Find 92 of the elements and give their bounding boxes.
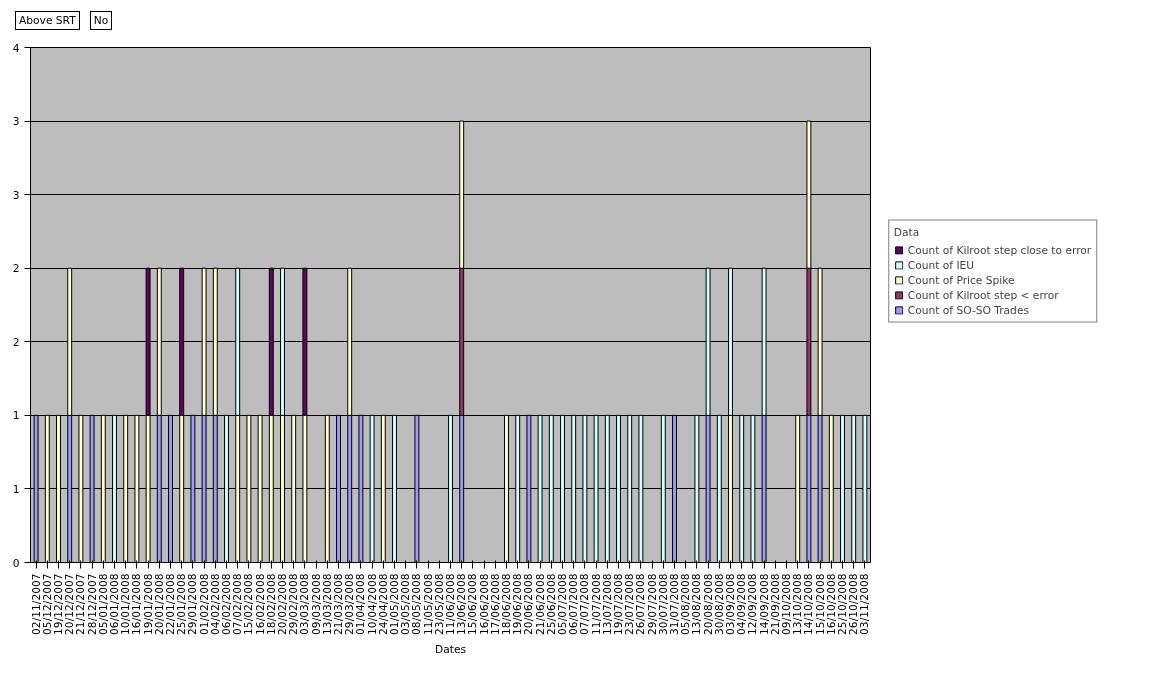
x-tick-label: 03/05/2008 (399, 573, 413, 636)
x-tick-label: 19/06/2008 (511, 573, 525, 636)
x-tick-label: 20/02/2008 (276, 573, 289, 636)
x-tick-label: 11/06/2008 (444, 573, 457, 636)
x-tick-label: 07/02/2008 (231, 573, 245, 636)
x-tick-label: 18/02/2008 (264, 573, 278, 636)
x-tick-label: 26/07/2008 (634, 573, 648, 636)
x-tick-label: 01/05/2008 (388, 573, 401, 636)
x-tick-label: 28/12/2007 (85, 573, 99, 636)
y-tick-label: 2 (12, 336, 20, 350)
x-tick-label: 25/01/2008 (175, 573, 189, 636)
x-tick-label: 30/07/2008 (656, 573, 670, 636)
legend-label: Count of Kilroot step < error (907, 288, 1059, 302)
x-tick-label: 26/10/2008 (847, 573, 861, 636)
x-tick-label: 16/10/2008 (824, 573, 838, 636)
y-tick-label: 3 (12, 115, 20, 129)
x-tick-label: 06/07/2008 (567, 573, 581, 636)
x-tick-label: 01/04/2008 (354, 573, 368, 636)
x-tick-label: 14/09/2008 (757, 573, 771, 636)
x-tick-label: 04/02/2008 (208, 573, 222, 636)
x-tick-label: 14/10/2008 (802, 573, 816, 636)
x-tick-label: 06/02/2008 (220, 573, 233, 636)
x-tick-label: 15/02/2008 (242, 573, 256, 636)
x-tick-label: 13/03/2008 (320, 573, 334, 636)
x-tick-label: 09/03/2008 (309, 573, 323, 636)
x-tick-label: 04/09/2008 (735, 573, 749, 636)
y-tick-label: 1 (12, 483, 20, 497)
x-tick-label: 12/09/2008 (746, 573, 760, 636)
x-tick-label: 20/01/2008 (152, 573, 166, 636)
x-tick-label: 16/02/2008 (253, 573, 267, 636)
x-tick-label: 20/08/2008 (701, 573, 715, 636)
legend-label: Count of IEU (907, 258, 975, 272)
x-tick-label: 09/10/2008 (780, 573, 793, 636)
x-tick-label: 15/10/2008 (813, 573, 827, 636)
legend-label: Count of Kilroot step close to error (907, 243, 1092, 257)
x-tick-label: 07/07/2008 (578, 573, 592, 636)
x-tick-label: 03/03/2008 (298, 573, 312, 636)
x-tick-label: 03/09/2008 (724, 573, 737, 636)
x-tick-label: 29/02/2008 (287, 573, 301, 636)
x-tick-label: 08/05/2008 (410, 573, 424, 636)
x-tick-label: 05/08/2008 (679, 573, 693, 636)
x-tick-label: 13/10/2008 (791, 573, 805, 636)
x-tick-label: 30/08/2008 (712, 573, 726, 636)
x-tick-label: 22/01/2008 (164, 573, 177, 636)
y-tick-label: 1 (12, 409, 20, 423)
y-tick-label: 4 (12, 41, 20, 55)
x-tick-label: 05/01/2008 (96, 573, 110, 636)
x-tick-label: 17/06/2008 (488, 573, 502, 636)
x-tick-label: 24/04/2008 (376, 573, 390, 636)
text: Above SRT (19, 13, 76, 29)
x-tick-label: 02/11/2007 (29, 573, 43, 636)
x-tick-label: 21/09/2008 (768, 573, 782, 636)
x-tick-label: 18/06/2008 (500, 573, 513, 636)
x-tick-label: 10/01/2008 (119, 573, 133, 636)
x-tick-label: 21/12/2007 (74, 573, 88, 636)
x-tick-label: 11/05/2008 (421, 573, 435, 636)
x-tick-label: 23/07/2008 (623, 573, 637, 636)
x-tick-label: 16/06/2008 (477, 573, 491, 636)
x-tick-label: 19/07/2008 (612, 573, 625, 636)
x-tick-label: 03/11/2008 (858, 573, 872, 636)
x-tick-label: 06/01/2008 (108, 573, 121, 636)
x-tick-label: 29/03/2008 (343, 573, 357, 636)
y-tick-label: 0 (12, 556, 20, 570)
x-tick-label: 25/06/2008 (544, 573, 558, 636)
x-tick-label: 19/12/2007 (52, 573, 65, 636)
x-tick-label: 20/06/2008 (522, 573, 536, 636)
x-tick-label: 29/01/2008 (186, 573, 200, 636)
x-tick-label: 25/10/2008 (836, 573, 849, 636)
x-tick-label: 13/08/2008 (690, 573, 704, 636)
x-tick-label: 20/12/2007 (63, 573, 77, 636)
x-tick-label: 16/01/2008 (130, 573, 144, 636)
text: No (93, 13, 109, 29)
legend-title: Data (893, 225, 921, 239)
x-tick-label: 01/02/2008 (197, 573, 211, 636)
x-tick-label: 21/06/2008 (533, 573, 547, 636)
x-tick-label: 13/07/2008 (600, 573, 614, 636)
x-tick-label: 15/06/2008 (466, 573, 480, 636)
x-tick-label: 05/12/2007 (40, 573, 54, 636)
y-tick-label: 2 (12, 262, 20, 276)
x-tick-label: 21/03/2008 (332, 573, 345, 636)
x-axis-title: Dates (434, 643, 467, 657)
x-tick-label: 19/01/2008 (141, 573, 155, 636)
x-tick-label: 10/04/2008 (365, 573, 379, 636)
x-tick-label: 31/07/2008 (668, 573, 681, 636)
legend-label: Count of SO-SO Trades (907, 303, 1030, 317)
x-tick-label: 05/07/2008 (556, 573, 569, 636)
legend-label: Count of Price Spike (907, 273, 1015, 287)
x-tick-label: 29/07/2008 (645, 573, 659, 636)
x-tick-label: 23/05/2008 (432, 573, 446, 636)
x-tick-label: 13/06/2008 (455, 573, 469, 636)
y-tick-label: 3 (12, 188, 20, 202)
x-tick-label: 11/07/2008 (589, 573, 603, 636)
